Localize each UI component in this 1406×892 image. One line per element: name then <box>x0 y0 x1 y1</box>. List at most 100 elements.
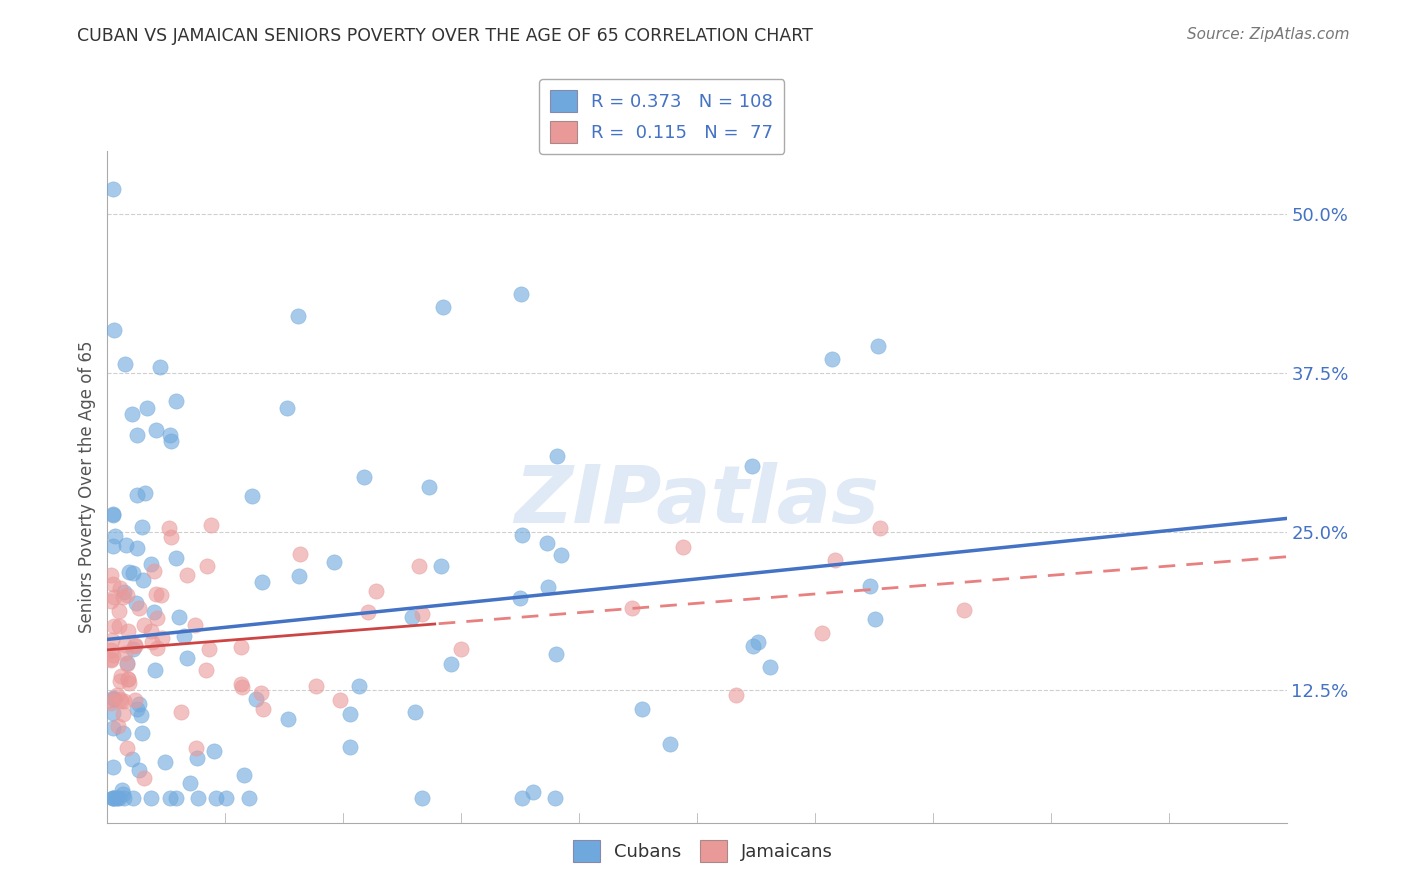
Point <box>105 791 128 805</box>
Point <box>125 596 148 610</box>
Point <box>117 624 139 638</box>
Point <box>125 541 148 555</box>
Point <box>139 624 162 639</box>
Point <box>100 568 122 582</box>
Point <box>115 538 138 552</box>
Text: CUBAN VS JAMAICAN SENIORS POVERTY OVER THE AGE OF 65 CORRELATION CHART: CUBAN VS JAMAICAN SENIORS POVERTY OVER T… <box>77 27 813 45</box>
Point <box>111 787 134 801</box>
Point <box>104 791 127 805</box>
Point <box>200 518 222 533</box>
Point <box>404 706 426 720</box>
Point <box>440 657 463 672</box>
Point <box>143 663 166 677</box>
Point <box>411 607 433 622</box>
Point <box>630 702 652 716</box>
Point <box>117 657 139 671</box>
Legend: Cubans, Jamaicans: Cubans, Jamaicans <box>565 833 841 870</box>
Point <box>112 693 135 707</box>
Point <box>112 585 135 599</box>
Point <box>288 569 311 583</box>
Point <box>179 776 201 790</box>
Point <box>536 535 558 549</box>
Point <box>118 566 141 580</box>
Point <box>141 635 163 649</box>
Point <box>401 610 423 624</box>
Point <box>510 287 533 301</box>
Point <box>232 768 254 782</box>
Point <box>103 648 125 663</box>
Y-axis label: Seniors Poverty Over the Age of 65: Seniors Poverty Over the Age of 65 <box>79 341 96 633</box>
Point <box>176 567 198 582</box>
Point <box>141 557 163 571</box>
Point <box>103 182 125 196</box>
Point <box>357 605 380 619</box>
Point <box>550 549 572 563</box>
Point <box>149 360 172 375</box>
Point <box>103 706 125 720</box>
Point <box>101 632 124 647</box>
Point <box>100 697 122 711</box>
Point <box>322 555 344 569</box>
Point <box>100 594 122 608</box>
Point <box>276 401 298 415</box>
Point <box>509 591 531 605</box>
Point <box>195 559 218 574</box>
Point <box>202 744 225 758</box>
Point <box>824 553 846 567</box>
Point <box>110 669 132 683</box>
Point <box>107 604 129 618</box>
Point <box>811 626 834 640</box>
Point <box>231 680 253 694</box>
Point <box>128 763 150 777</box>
Point <box>110 694 132 708</box>
Point <box>103 691 125 706</box>
Point <box>107 719 129 733</box>
Point <box>110 673 132 688</box>
Point <box>741 459 763 474</box>
Point <box>115 741 138 756</box>
Point <box>432 300 454 314</box>
Point <box>141 791 163 805</box>
Point <box>111 783 134 797</box>
Point <box>546 449 568 463</box>
Point <box>111 590 134 604</box>
Point <box>103 692 125 706</box>
Point <box>165 393 187 408</box>
Point <box>522 785 544 799</box>
Point <box>128 601 150 615</box>
Point <box>103 508 125 522</box>
Point <box>157 521 180 535</box>
Point <box>100 693 122 707</box>
Point <box>430 558 453 573</box>
Point <box>131 520 153 534</box>
Point <box>537 580 560 594</box>
Point <box>186 741 208 756</box>
Point <box>353 469 375 483</box>
Point <box>176 651 198 665</box>
Point <box>150 588 173 602</box>
Point <box>114 646 136 660</box>
Point <box>659 738 682 752</box>
Point <box>145 611 167 625</box>
Point <box>339 707 361 722</box>
Point <box>724 688 747 702</box>
Point <box>759 660 782 674</box>
Point <box>277 712 299 726</box>
Point <box>859 579 882 593</box>
Point <box>205 791 228 805</box>
Point <box>117 672 139 686</box>
Point <box>103 323 125 337</box>
Point <box>121 407 143 421</box>
Point <box>160 530 183 544</box>
Point <box>170 705 193 719</box>
Point <box>165 551 187 566</box>
Point <box>103 791 125 805</box>
Point <box>621 600 644 615</box>
Point <box>103 791 125 805</box>
Legend: R = 0.373   N = 108, R =  0.115   N =  77: R = 0.373 N = 108, R = 0.115 N = 77 <box>538 79 785 154</box>
Point <box>125 702 148 716</box>
Point <box>112 706 135 721</box>
Point <box>124 638 146 652</box>
Point <box>114 357 136 371</box>
Point <box>159 428 181 442</box>
